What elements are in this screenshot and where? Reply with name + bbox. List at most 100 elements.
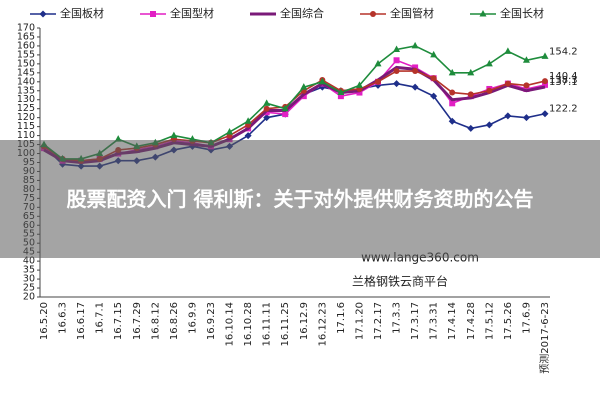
legend-label: 全国板材 (60, 6, 104, 20)
marker (430, 92, 438, 100)
marker (170, 131, 178, 139)
y-tick-label: 140 (17, 76, 35, 87)
y-tick-label: 160 (17, 40, 35, 51)
marker (39, 10, 47, 18)
marker (485, 59, 493, 67)
x-tick-label: 16.10.28 (243, 302, 254, 347)
x-tick-label: 16.6.3 (58, 302, 69, 334)
marker (504, 80, 511, 87)
x-tick-label: 16.5.20 (39, 302, 50, 340)
x-tick-label: 17.5.12 (484, 302, 495, 340)
marker (244, 117, 252, 124)
x-tick-label: 17.5.26 (503, 302, 514, 340)
marker (411, 41, 419, 49)
x-tick-label: 17.1.6 (336, 302, 347, 334)
x-tick-label: 17.4.14 (447, 302, 458, 340)
end-value-label: 122.2 (549, 104, 578, 115)
marker (393, 68, 400, 75)
x-tick-label: 16.7.29 (132, 302, 143, 340)
y-tick-label: 35 (23, 265, 35, 276)
x-tick-label: 17.3.3 (392, 302, 403, 334)
y-tick-label: 170 (17, 23, 35, 34)
marker (448, 68, 456, 76)
x-tick-label: 16.11.25 (280, 302, 291, 347)
marker (541, 110, 549, 118)
marker (430, 50, 438, 58)
x-tick-label: 16.10.14 (225, 302, 236, 347)
marker (370, 11, 376, 17)
marker (356, 89, 363, 96)
headline: 股票配资入门 得利斯：关于对外提供财务资助的公告 (66, 187, 534, 211)
marker (542, 81, 548, 88)
x-tick-label: 预测2017-6-23 (538, 302, 551, 374)
marker (393, 57, 400, 64)
watermark-brand: 兰格钢铁云商平台 (352, 274, 448, 289)
marker (375, 78, 381, 85)
legend-label: 全国管材 (390, 6, 434, 20)
marker (504, 112, 512, 120)
marker (411, 83, 419, 91)
marker (467, 91, 474, 98)
x-tick-label: 16.12.9 (299, 302, 310, 340)
x-tick-label: 17.2.17 (373, 302, 384, 340)
x-tick-label: 16.7.1 (95, 302, 106, 334)
marker (263, 99, 271, 106)
marker (430, 75, 437, 82)
banner: 股票配资入门 得利斯：关于对外提供财务资助的公告 (0, 140, 600, 258)
y-tick-label: 120 (17, 112, 35, 123)
x-tick-label: 17.3.17 (410, 302, 421, 340)
marker (542, 78, 548, 85)
y-tick-label: 125 (17, 103, 35, 114)
marker (522, 114, 530, 122)
marker (281, 104, 289, 112)
end-value-label: 138.3 (549, 75, 578, 86)
end-value-label: 137.1 (549, 77, 578, 88)
x-tick-label: 16.9.9 (187, 302, 198, 334)
y-tick-label: 115 (17, 121, 35, 132)
marker (479, 10, 487, 17)
y-tick-label: 30 (23, 274, 35, 285)
y-tick-label: 110 (17, 130, 35, 141)
marker (393, 45, 401, 53)
marker (448, 117, 456, 125)
x-tick-label: 17.1.20 (354, 302, 365, 340)
x-tick-label: 17.3.31 (429, 302, 440, 340)
marker (393, 80, 401, 88)
x-tick-label: 16.6.17 (76, 302, 87, 340)
marker (485, 121, 493, 129)
marker (337, 93, 344, 100)
y-tick-label: 20 (23, 292, 35, 303)
marker (412, 64, 419, 71)
y-tick-label: 130 (17, 94, 35, 105)
x-tick-label: 17.6.9 (521, 302, 532, 334)
marker (282, 111, 289, 118)
end-value-label: 154.2 (549, 46, 578, 57)
marker (412, 68, 419, 75)
y-tick-label: 150 (17, 58, 35, 69)
marker (226, 128, 234, 135)
marker (374, 59, 382, 67)
marker (486, 87, 493, 94)
marker (523, 85, 530, 92)
x-tick-label: 16.9.23 (206, 302, 217, 340)
legend-label: 全国型材 (170, 6, 214, 20)
y-tick-label: 135 (17, 85, 35, 96)
y-tick-label: 155 (17, 49, 35, 60)
marker (467, 68, 475, 76)
x-tick-label: 16.8.12 (150, 302, 161, 340)
marker (300, 83, 308, 90)
marker (150, 11, 156, 17)
marker (318, 77, 326, 85)
marker (449, 100, 456, 107)
x-tick-label: 16.8.26 (169, 302, 180, 340)
marker (263, 114, 271, 122)
y-tick-label: 145 (17, 67, 35, 78)
x-tick-label: 16.7.15 (113, 302, 124, 340)
legend-label: 全国长材 (500, 6, 544, 20)
marker (504, 47, 512, 54)
marker (263, 105, 270, 112)
marker (449, 89, 456, 96)
x-tick-label: 16.12.23 (317, 302, 328, 347)
end-value-label: 140.4 (549, 71, 578, 82)
